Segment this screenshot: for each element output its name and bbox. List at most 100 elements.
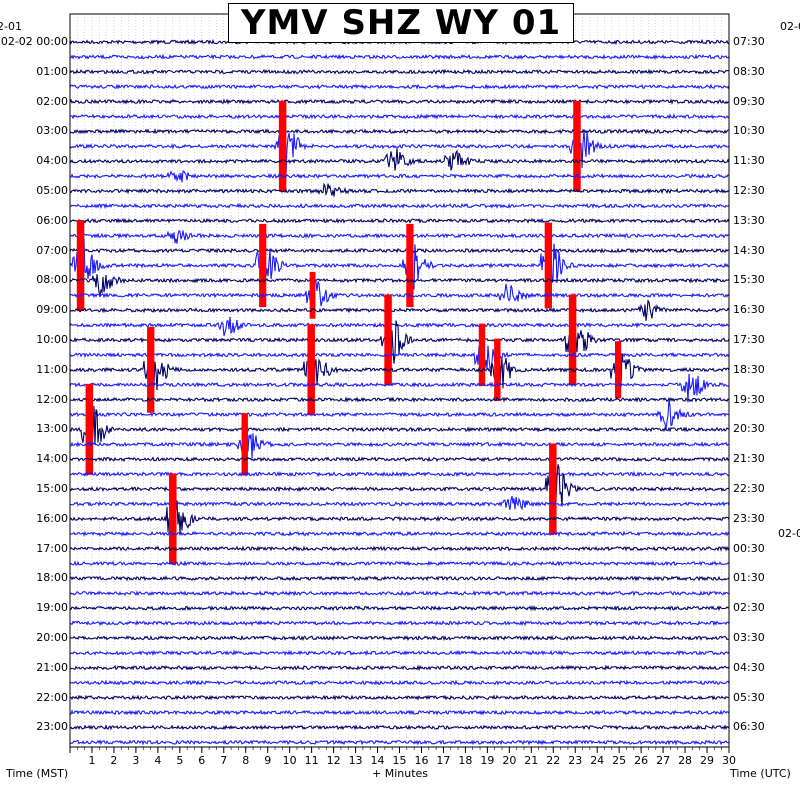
trace-row [70, 396, 730, 403]
left-hour-label: 23:00 [36, 720, 68, 734]
trace-row [69, 739, 730, 746]
clipped-event [406, 223, 414, 308]
trace-row [69, 679, 730, 686]
left-axis-label: Time (MST) [6, 767, 69, 780]
left-hour-label: 20:00 [36, 631, 68, 644]
right-hour-label: 08:30 [733, 64, 765, 78]
trace-row [69, 68, 730, 75]
x-tick-label: 19 [480, 754, 494, 767]
x-tick-label: 29 [700, 754, 714, 767]
x-tick-label: 25 [612, 754, 626, 767]
x-tick-label: 15 [393, 754, 407, 767]
x-tick-label: 5 [176, 754, 183, 767]
left-hour-label: 13:00 [36, 422, 68, 436]
clipped-event [573, 100, 581, 192]
trace-row [69, 202, 730, 210]
left-hour-label: 06:00 [36, 213, 68, 227]
x-tick-label: 24 [590, 754, 604, 767]
right-date-change-label: 02-0 [778, 527, 800, 540]
left-date-label: 02-01 [0, 20, 22, 33]
right-hour-label: 22:30 [733, 482, 765, 495]
x-tick-label: 18 [458, 754, 472, 767]
trace-row [69, 234, 730, 290]
right-hour-label: 20:30 [733, 422, 765, 436]
x-tick-label: 4 [154, 754, 161, 767]
clipped-event [278, 100, 287, 192]
trace-row [69, 495, 730, 511]
chart-title: YMV SHZ WY 01 [228, 3, 574, 43]
left-hour-label: 05:00 [36, 184, 68, 197]
right-hour-label: 04:30 [733, 660, 765, 674]
trace-row [69, 373, 730, 403]
x-tick-label: 21 [524, 754, 538, 767]
x-tick-label: 26 [634, 754, 648, 767]
trace-row [69, 456, 730, 463]
trace-row [69, 426, 730, 464]
clipped-event [478, 323, 486, 387]
x-tick-label: 13 [349, 754, 363, 767]
x-tick-label: 23 [568, 754, 582, 767]
x-axis: 1 2 3 4 5 6 7 8 9 10 11 12 13 14 15 16 17 18 19 20 21 22 23 24 2… [69, 747, 736, 767]
right-hour-label: 18:30 [733, 362, 765, 376]
clipped-event [241, 413, 248, 476]
left-hour-label: 14:00 [36, 452, 68, 466]
left-hour-label: 07:00 [36, 243, 68, 257]
trace-row [69, 247, 730, 254]
right-hour-label: 10:30 [733, 124, 765, 138]
trace-row [69, 560, 730, 567]
x-tick-label: 22 [546, 754, 560, 767]
trace-row [70, 619, 730, 627]
left-hour-label: 10:00 [36, 333, 68, 346]
right-hour-label: 19:30 [733, 392, 765, 406]
x-tick-label: 28 [678, 754, 692, 767]
clipped-event [549, 443, 557, 535]
clipped-event [85, 383, 94, 475]
trace-row [69, 148, 730, 171]
clipped-event [259, 223, 267, 308]
clipped-event [147, 326, 155, 413]
x-tick-label: 10 [283, 754, 297, 767]
x-tick-label: 9 [264, 754, 271, 767]
left-hour-label: 16:00 [36, 511, 68, 525]
left-hour-label: 04:00 [36, 154, 68, 168]
right-hour-label: 15:30 [733, 273, 765, 287]
left-hour-label: 22:00 [36, 690, 68, 704]
right-date-label: 02-01 [780, 20, 800, 33]
trace-row [69, 83, 730, 90]
trace-row [69, 316, 730, 337]
x-tick-label: 27 [656, 754, 670, 767]
right-hour-label: 09:30 [733, 94, 765, 108]
clipped-event [76, 220, 85, 311]
clipped-event [494, 338, 501, 401]
x-tick-label: 17 [436, 754, 450, 767]
trace-row [69, 170, 730, 183]
left-hour-label: 17:00 [36, 541, 68, 555]
seismic-traces [69, 14, 730, 747]
x-tick-label: 11 [305, 754, 319, 767]
trace-row [69, 709, 730, 716]
clipped-event [307, 324, 315, 416]
right-hour-label: 03:30 [733, 631, 765, 644]
trace-row [69, 530, 730, 537]
trace-row [69, 605, 730, 612]
clipped-event [309, 271, 316, 319]
right-axis-label: Time (UTC) [730, 767, 791, 780]
left-hour-label: 21:00 [36, 660, 68, 674]
right-hour-label: 05:30 [733, 690, 765, 704]
x-tick-label: 2 [110, 754, 117, 767]
x-tick-label: 14 [371, 754, 385, 767]
x-tick-label: 7 [220, 754, 227, 767]
right-hour-label: 07:30 [733, 35, 765, 48]
clipped-event [384, 294, 392, 386]
trace-row [69, 464, 730, 517]
left-hour-label: 01:00 [36, 64, 68, 78]
x-tick-label: 6 [198, 754, 205, 767]
trace-row [69, 634, 729, 642]
trace-row [69, 664, 730, 672]
trace-row [69, 497, 730, 534]
trace-row [69, 299, 730, 321]
right-hour-label: 13:30 [733, 213, 765, 227]
trace-row [69, 396, 730, 450]
trace-row [69, 590, 730, 597]
right-hour-label: 06:30 [733, 720, 765, 734]
